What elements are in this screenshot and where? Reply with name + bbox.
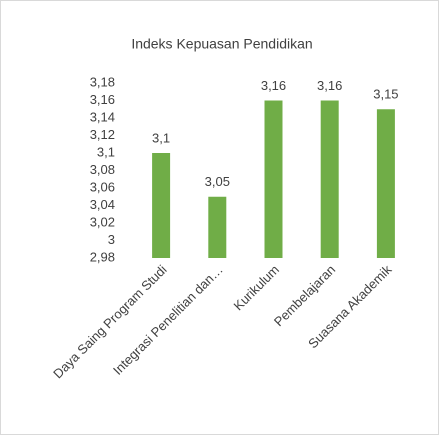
y-tick-label: 3,08: [90, 162, 115, 177]
y-tick-label: 3,18: [90, 74, 115, 89]
chart-title: Indeks Kepuasan Pendidikan: [131, 36, 312, 52]
y-tick-label: 3,12: [90, 127, 115, 142]
data-label: 3,1: [152, 130, 170, 145]
y-tick-label: 3,02: [90, 214, 115, 229]
bar: [152, 153, 171, 258]
y-tick-label: 2,98: [90, 249, 115, 264]
bar: [376, 109, 395, 258]
bar: [208, 196, 227, 258]
y-tick-label: 3: [108, 232, 115, 247]
data-label: 3,16: [261, 78, 286, 93]
y-tick-label: 3,16: [90, 92, 115, 107]
y-tick-label: 3,14: [90, 109, 115, 124]
data-label: 3,15: [373, 87, 398, 102]
y-tick-label: 3,04: [90, 197, 115, 212]
y-tick-label: 3,1: [97, 144, 115, 159]
bar: [264, 100, 283, 258]
data-label: 3,05: [205, 174, 230, 189]
bar: [320, 100, 339, 258]
data-label: 3,16: [317, 78, 342, 93]
y-tick-label: 3,06: [90, 179, 115, 194]
